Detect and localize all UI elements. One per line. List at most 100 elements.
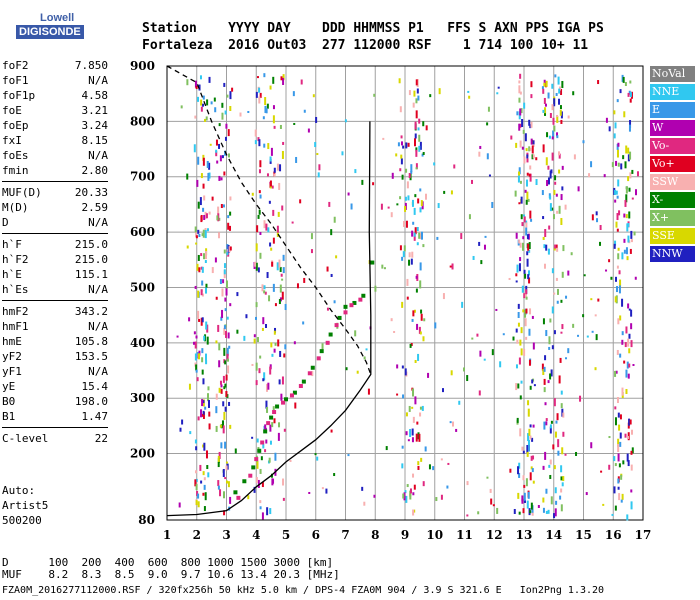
echo-mark — [226, 316, 229, 320]
echo-mark — [551, 83, 554, 89]
echo-mark — [422, 336, 425, 342]
echo-mark — [193, 144, 196, 153]
echo-mark — [582, 140, 585, 144]
echo-mark — [415, 433, 418, 442]
echo-mark — [424, 446, 427, 452]
echo-mark — [622, 155, 625, 160]
echo-mark — [630, 230, 633, 239]
echo-mark — [613, 456, 616, 462]
echo-mark — [189, 431, 192, 435]
echo-mark — [567, 348, 570, 354]
echo-mark — [417, 95, 420, 101]
echo-mark — [412, 221, 415, 225]
echo-mark — [443, 190, 446, 194]
echo-mark — [265, 108, 268, 114]
echo-mark — [396, 203, 399, 206]
echo-mark — [204, 406, 207, 410]
echo-mark — [521, 118, 524, 127]
echo-mark — [543, 378, 546, 385]
x-tick-label: 4 — [252, 528, 260, 542]
echo-mark — [420, 457, 423, 462]
echo-mark — [271, 261, 274, 267]
echo-mark — [555, 92, 558, 96]
param-label: fxI — [2, 134, 22, 147]
param-row: yF2 153.5 — [2, 349, 108, 364]
echo-mark — [624, 433, 627, 438]
echo-mark — [547, 92, 550, 99]
echo-mark — [525, 227, 528, 236]
echo-mark — [542, 507, 545, 513]
x-tick-label: 2 — [193, 528, 201, 542]
echo-mark — [204, 118, 207, 122]
echo-mark — [449, 265, 452, 268]
auto-label: Auto: — [2, 484, 36, 497]
echo-mark — [616, 99, 619, 103]
echo-mark — [261, 512, 264, 520]
echo-mark — [558, 205, 561, 214]
echo-mark — [629, 172, 632, 179]
echo-mark — [627, 154, 630, 162]
echo-mark — [225, 390, 228, 397]
echo-mark — [380, 203, 383, 210]
echo-mark — [202, 229, 205, 238]
echo-mark — [516, 339, 519, 344]
echo-mark — [227, 481, 230, 488]
echo-mark — [611, 513, 614, 516]
legend-entry: E — [650, 102, 695, 118]
echo-mark — [555, 244, 558, 249]
echo-mark — [529, 308, 532, 315]
echo-mark — [221, 155, 224, 159]
echo-mark — [515, 232, 518, 239]
echo-mark — [205, 450, 208, 459]
echo-mark — [621, 339, 624, 345]
param-row: foE 3.21 — [2, 103, 108, 118]
echo-mark — [532, 154, 535, 159]
echo-mark — [326, 307, 329, 311]
echo-mark — [622, 76, 625, 83]
echo-mark — [628, 211, 631, 219]
echo-mark — [548, 346, 551, 350]
echo-mark — [215, 151, 218, 157]
echo-mark — [526, 451, 529, 457]
echo-mark — [525, 222, 528, 228]
echo-mark — [382, 137, 385, 140]
echo-mark — [629, 151, 632, 160]
echo-mark — [532, 140, 535, 145]
echo-mark — [221, 420, 224, 428]
echo-mark — [627, 223, 630, 228]
echo-mark — [528, 173, 531, 177]
echo-mark — [553, 398, 556, 407]
echo-mark — [508, 277, 511, 280]
echo-mark — [421, 231, 424, 240]
echo-mark — [559, 105, 562, 110]
param-row: fmin 2.80 — [2, 163, 108, 178]
auto-program: Artist5 — [2, 499, 49, 512]
echo-mark — [629, 120, 632, 129]
echo-mark — [198, 233, 201, 237]
echo-mark — [414, 194, 417, 198]
echo-mark — [558, 169, 561, 174]
echo-mark — [227, 365, 230, 374]
param-label: M(D) — [2, 201, 29, 214]
echo-mark — [209, 143, 212, 146]
echo-mark — [531, 379, 534, 384]
echo-mark — [594, 367, 597, 371]
echo-mark — [208, 76, 211, 83]
echo-mark — [468, 214, 471, 220]
echo-mark — [557, 76, 560, 85]
echo-mark — [193, 341, 196, 345]
echo-mark — [206, 160, 209, 168]
echo-mark — [263, 220, 266, 229]
echo-mark — [276, 163, 279, 171]
echo-mark — [523, 216, 526, 223]
echo-mark — [276, 262, 279, 271]
echo-mark — [497, 86, 500, 89]
param-value: 215.0 — [74, 253, 108, 266]
legend-entry: Vo+ — [650, 156, 695, 172]
echo-mark — [201, 293, 204, 297]
echo-mark — [623, 111, 626, 118]
echo-mark — [630, 91, 633, 99]
echo-mark — [621, 252, 624, 260]
echo-mark — [410, 258, 413, 265]
echo-mark — [401, 174, 404, 180]
